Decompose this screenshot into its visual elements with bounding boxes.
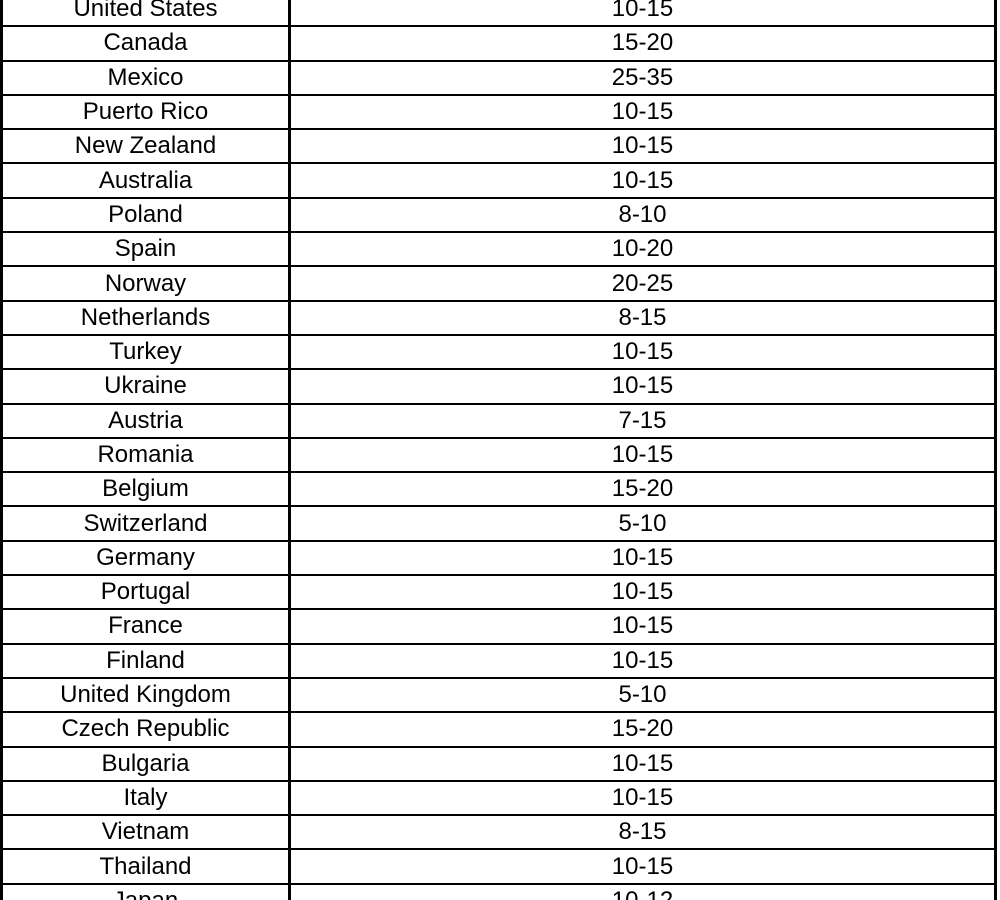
country-cell: Germany [0, 539, 291, 577]
shipping-days-cell: 15-20 [289, 711, 997, 748]
country-cell: Netherlands [0, 299, 291, 336]
table-row: Vietnam 8-15 [0, 814, 997, 851]
country-cell: Belgium [0, 471, 291, 508]
country-cell: United Kingdom [0, 676, 291, 714]
table-row: United Kingdom 5-10 [0, 676, 997, 714]
country-cell: Switzerland [0, 505, 291, 542]
table-row: Ukraine 10-15 [0, 368, 997, 405]
country-cell: Portugal [0, 574, 291, 611]
country-cell: Italy [0, 779, 291, 817]
country-cell: Puerto Rico [0, 93, 291, 131]
country-cell: Vietnam [0, 814, 291, 851]
shipping-days-cell: 10-20 [289, 231, 997, 268]
shipping-days-cell: 10-15 [289, 539, 997, 577]
shipping-days-cell: 5-10 [289, 505, 997, 542]
country-cell: Czech Republic [0, 711, 291, 748]
shipping-days-cell: 25-35 [289, 59, 997, 96]
shipping-days-cell: 15-20 [289, 25, 997, 62]
table-row: New Zealand 10-15 [0, 128, 997, 165]
shipping-days-cell: 8-15 [289, 814, 997, 851]
table-row: Norway 20-25 [0, 265, 997, 302]
country-cell: Ukraine [0, 368, 291, 405]
country-cell: Thailand [0, 848, 291, 885]
shipping-days-cell: 10-15 [289, 574, 997, 611]
country-cell: Norway [0, 265, 291, 302]
country-cell: New Zealand [0, 128, 291, 165]
shipping-days-cell: 8-15 [289, 299, 997, 336]
country-cell: Finland [0, 642, 291, 679]
table-row: Italy 10-15 [0, 779, 997, 817]
shipping-days-cell: 10-15 [289, 848, 997, 885]
table-row: Belgium 15-20 [0, 471, 997, 508]
shipping-days-cell: 20-25 [289, 265, 997, 302]
country-cell: Turkey [0, 333, 291, 371]
table-row: United States 10-15 [0, 0, 997, 28]
table-row: Romania 10-15 [0, 436, 997, 474]
table-row: Czech Republic 15-20 [0, 711, 997, 748]
table-row: Thailand 10-15 [0, 848, 997, 885]
table-row: Austria 7-15 [0, 402, 997, 439]
country-cell: Bulgaria [0, 745, 291, 782]
shipping-days-cell: 10-15 [289, 368, 997, 405]
country-cell: United States [0, 0, 291, 28]
table-row: Poland 8-10 [0, 196, 997, 234]
table-row: Netherlands 8-15 [0, 299, 997, 336]
shipping-days-cell: 10-15 [289, 333, 997, 371]
table-row: Spain 10-20 [0, 231, 997, 268]
shipping-days-cell: 10-15 [289, 436, 997, 474]
table-row: Australia 10-15 [0, 162, 997, 199]
table-row: Turkey 10-15 [0, 333, 997, 371]
country-cell: Poland [0, 196, 291, 234]
table-row: France 10-15 [0, 608, 997, 645]
shipping-days-cell: 15-20 [289, 471, 997, 508]
shipping-days-cell: 10-15 [289, 642, 997, 679]
table-row: Germany 10-15 [0, 539, 997, 577]
shipping-days-cell: 10-15 [289, 745, 997, 782]
table-row: Mexico 25-35 [0, 59, 997, 96]
country-cell: Canada [0, 25, 291, 62]
table-row: Portugal 10-15 [0, 574, 997, 611]
shipping-days-cell: 10-15 [289, 0, 997, 28]
shipping-days-cell: 10-15 [289, 93, 997, 131]
country-cell: Japan [0, 882, 291, 900]
country-cell: Spain [0, 231, 291, 268]
shipping-days-cell: 8-10 [289, 196, 997, 234]
shipping-days-cell: 10-15 [289, 608, 997, 645]
shipping-days-cell: 10-12 [289, 882, 997, 900]
table-row: Bulgaria 10-15 [0, 745, 997, 782]
shipping-days-cell: 10-15 [289, 128, 997, 165]
shipping-days-cell: 5-10 [289, 676, 997, 714]
table-row: Puerto Rico 10-15 [0, 93, 997, 131]
shipping-days-cell: 10-15 [289, 162, 997, 199]
country-cell: Romania [0, 436, 291, 474]
shipping-days-cell: 7-15 [289, 402, 997, 439]
country-cell: Mexico [0, 59, 291, 96]
country-cell: France [0, 608, 291, 645]
country-cell: Austria [0, 402, 291, 439]
country-cell: Australia [0, 162, 291, 199]
table-row: Finland 10-15 [0, 642, 997, 679]
table-row: Japan10-12 [0, 882, 997, 900]
shipping-days-cell: 10-15 [289, 779, 997, 817]
table-row: Canada 15-20 [0, 25, 997, 62]
table-row: Switzerland 5-10 [0, 505, 997, 542]
